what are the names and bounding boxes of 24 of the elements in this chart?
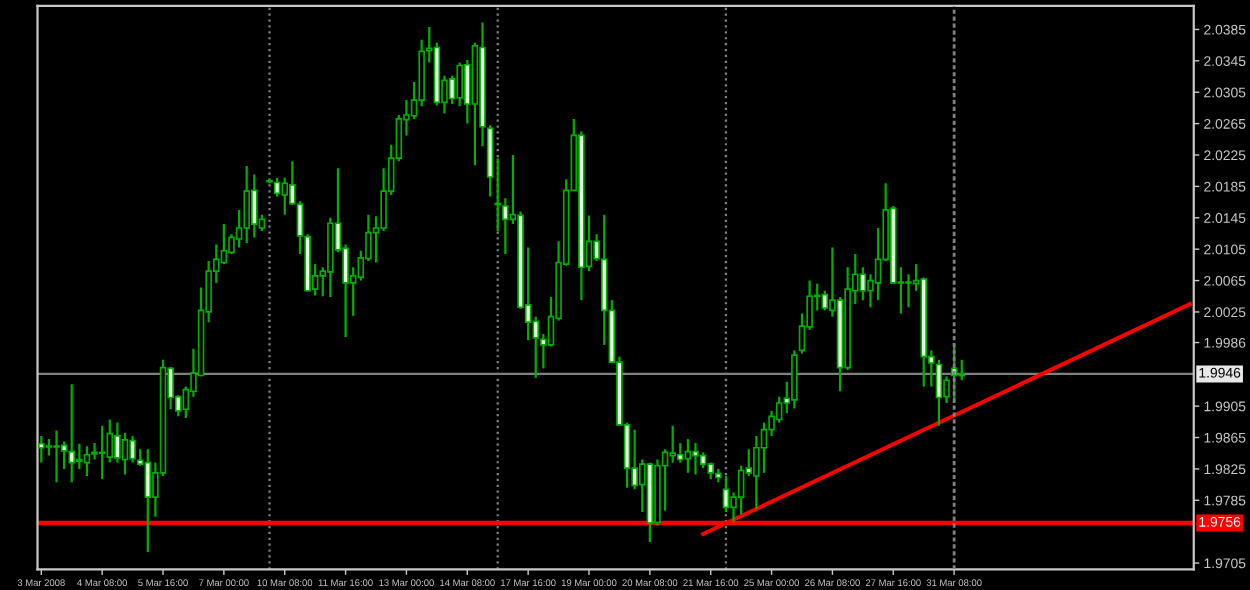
candlestick (243, 164, 250, 244)
candlestick (958, 358, 966, 382)
candlestick (220, 222, 228, 266)
candlestick (98, 424, 106, 481)
candlestick (83, 445, 91, 478)
candlestick (53, 429, 60, 484)
candlestick (859, 266, 867, 302)
candlestick (456, 61, 463, 108)
candlestick (669, 424, 676, 464)
candlestick (935, 358, 943, 427)
candlestick (129, 434, 136, 464)
candlestick (273, 176, 281, 198)
candlestick (684, 437, 692, 474)
candlestick (121, 431, 129, 476)
candlestick (251, 173, 258, 239)
candlestick (692, 441, 699, 476)
candlestick (144, 448, 152, 554)
candlestick (791, 349, 798, 410)
candlestick (68, 383, 76, 484)
candlestick (905, 273, 912, 309)
candlestick (38, 434, 45, 464)
candlestick (76, 442, 83, 471)
candlestick (737, 464, 745, 516)
candlestick (722, 474, 730, 514)
